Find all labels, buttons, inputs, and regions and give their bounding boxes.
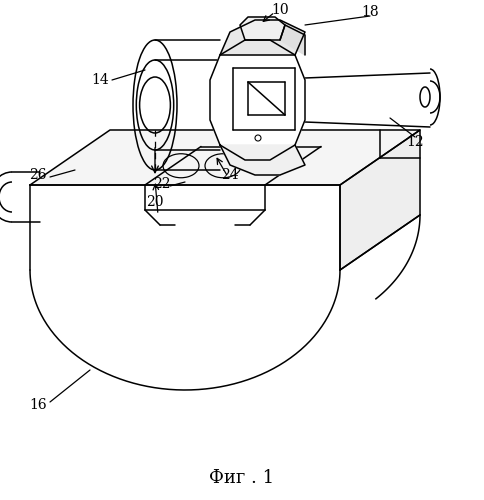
Polygon shape xyxy=(220,20,305,55)
Text: 12: 12 xyxy=(406,135,424,149)
Text: 22: 22 xyxy=(153,177,171,191)
Text: 10: 10 xyxy=(271,3,289,17)
Polygon shape xyxy=(240,17,285,40)
Text: 24: 24 xyxy=(221,168,239,182)
Text: 16: 16 xyxy=(29,398,47,412)
Text: 18: 18 xyxy=(361,5,379,19)
Text: 14: 14 xyxy=(91,73,109,87)
Text: 20: 20 xyxy=(146,195,164,209)
Polygon shape xyxy=(30,130,420,185)
Polygon shape xyxy=(210,40,305,160)
Text: Фиг . 1: Фиг . 1 xyxy=(210,469,274,487)
Text: 26: 26 xyxy=(29,168,47,182)
Polygon shape xyxy=(340,130,420,270)
Polygon shape xyxy=(220,145,305,175)
Polygon shape xyxy=(280,25,305,55)
